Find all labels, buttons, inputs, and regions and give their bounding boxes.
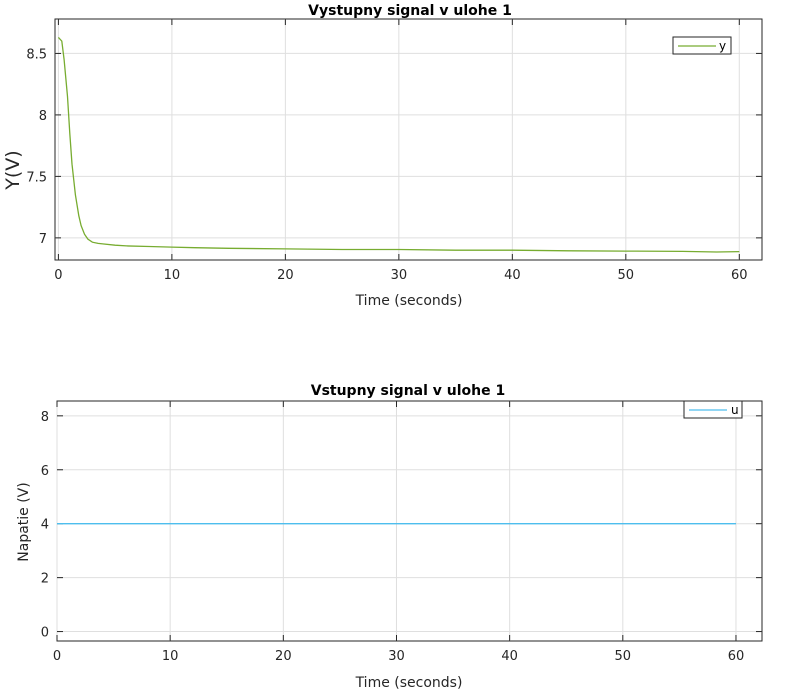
x-axis-label: Time (seconds) (355, 675, 463, 691)
y-tick-label: 7 (39, 232, 47, 247)
legend: y (672, 36, 732, 55)
x-tick-label: 50 (615, 649, 632, 664)
output-signal-chart: 0 10 20 30 40 50 60 7 7.5 8 8.5 Vystupny signal v … (2, 3, 763, 309)
y-tick-label: 6 (41, 464, 49, 479)
x-tick-label: 60 (728, 649, 745, 664)
plot-area (54, 18, 763, 261)
series-line-y (57, 36, 740, 253)
x-tick-label: 60 (731, 268, 748, 283)
chart-title: Vystupny signal v ulohe 1 (308, 3, 512, 19)
x-tick-label: 0 (53, 649, 61, 664)
axis-ticks: 0 10 20 30 40 50 60 0 2 4 6 8 (41, 401, 762, 664)
x-tick-label: 0 (54, 268, 62, 283)
x-tick-label: 10 (162, 649, 179, 664)
legend: u (683, 400, 743, 419)
y-axis-label: Napatie (V) (16, 482, 32, 561)
x-tick-label: 20 (275, 649, 292, 664)
x-tick-label: 50 (618, 268, 635, 283)
y-tick-label: 8.5 (26, 47, 47, 62)
y-tick-label: 4 (41, 518, 49, 533)
axis-ticks: 0 10 20 30 40 50 60 7 7.5 8 8.5 (26, 19, 762, 283)
y-tick-label: 0 (41, 626, 49, 641)
plot-area (56, 400, 763, 642)
legend-label: u (731, 403, 739, 417)
y-axis-label: Y(V) (2, 150, 24, 190)
y-tick-label: 8 (41, 410, 49, 425)
chart-title: Vstupny signal v ulohe 1 (311, 383, 506, 399)
y-tick-label: 7.5 (26, 170, 47, 185)
x-tick-label: 20 (277, 268, 294, 283)
x-tick-label: 10 (164, 268, 181, 283)
input-signal-chart: 0 10 20 30 40 50 60 0 2 4 6 8 Vstupny signal v uloh… (16, 383, 763, 691)
grid-lines (56, 401, 762, 641)
x-axis-label: Time (seconds) (355, 293, 463, 309)
x-tick-label: 30 (391, 268, 408, 283)
grid-lines (55, 19, 762, 260)
x-tick-label: 40 (504, 268, 521, 283)
legend-label: y (719, 39, 726, 53)
x-tick-label: 40 (501, 649, 518, 664)
x-tick-label: 30 (388, 649, 405, 664)
y-tick-label: 2 (41, 572, 49, 587)
series-group (57, 36, 740, 253)
y-tick-label: 8 (39, 109, 47, 124)
